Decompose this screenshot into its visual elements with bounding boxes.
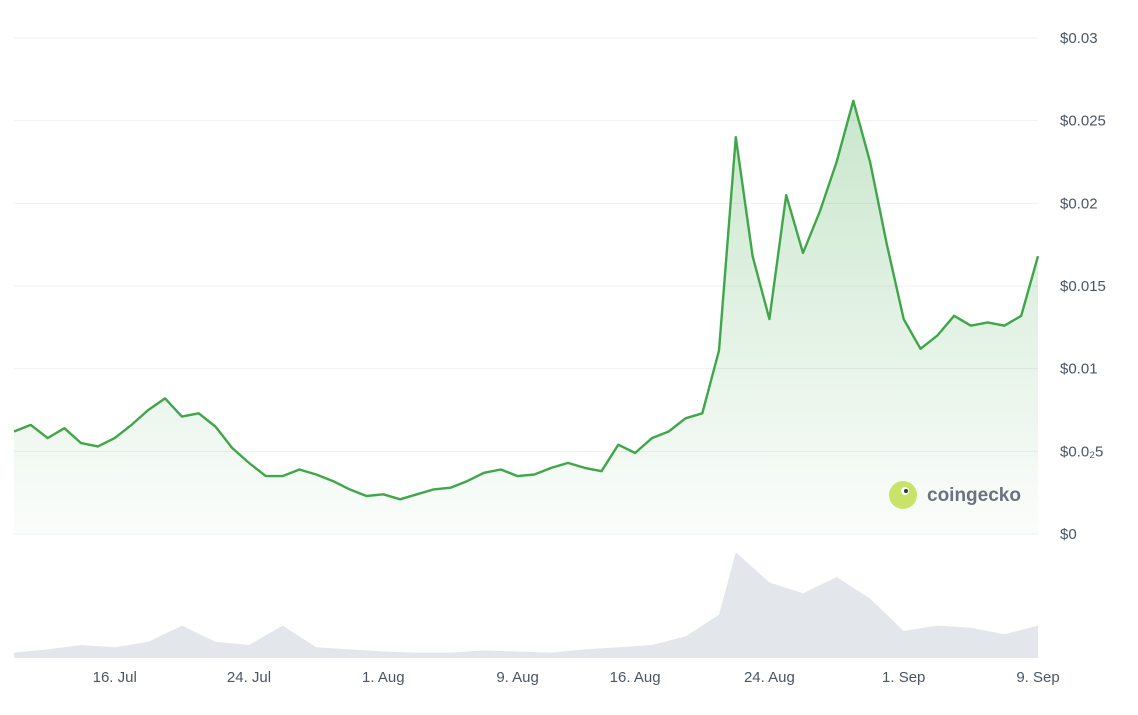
x-tick-label: 16. Aug — [610, 669, 661, 686]
y-tick-label: $0.0₂5 — [1060, 443, 1103, 460]
price-area — [14, 100, 1038, 535]
volume-area — [14, 552, 1038, 658]
volume-bars — [14, 552, 1038, 658]
coingecko-watermark: coingecko — [889, 481, 1021, 509]
x-axis-labels: 16. Jul 24. Jul 1. Aug 9. Aug 16. Aug 24. Aug… — [93, 669, 1060, 686]
x-tick-label: 1. Sep — [882, 669, 925, 686]
price-line — [13, 99, 1040, 501]
y-tick-label: $0.03 — [1060, 30, 1098, 47]
x-tick-label: 9. Aug — [496, 669, 539, 686]
x-tick-label: 1. Aug — [362, 669, 405, 686]
watermark-text: coingecko — [927, 485, 1021, 506]
x-tick-label: 9. Sep — [1016, 669, 1059, 686]
x-tick-label: 24. Aug — [744, 669, 795, 686]
y-tick-label: $0 — [1060, 526, 1077, 543]
y-tick-label: $0.02 — [1060, 195, 1098, 212]
price-area-fill — [14, 100, 1038, 535]
y-axis-labels: $0 $0.0₂5 $0.01 $0.015 $0.02 $0.025 $0.03 — [1060, 30, 1106, 543]
y-tick-label: $0.025 — [1060, 113, 1106, 130]
y-tick-label: $0.015 — [1060, 278, 1106, 295]
price-series-line — [13, 99, 1040, 501]
gecko-pupil-icon — [904, 489, 908, 493]
gecko-icon — [889, 481, 917, 509]
y-tick-label: $0.01 — [1060, 361, 1098, 378]
x-tick-label: 16. Jul — [93, 669, 137, 686]
x-tick-label: 24. Jul — [227, 669, 271, 686]
